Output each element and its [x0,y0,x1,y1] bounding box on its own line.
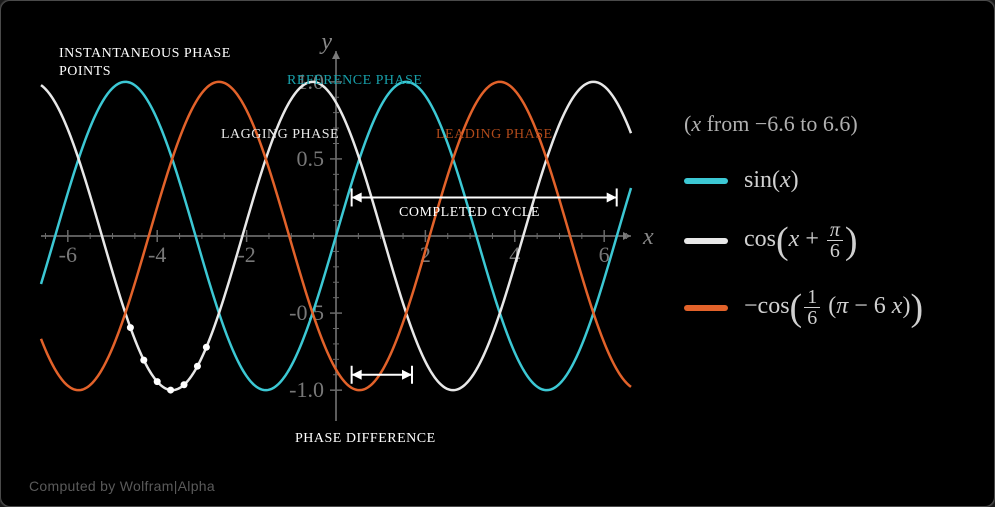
legend-row-2: −cos(16 (π − 6 x)) [684,287,964,328]
legend-label-2: −cos(16 (π − 6 x)) [744,287,923,328]
label-instantaneous: INSTANTANEOUS PHASE POINTS [59,45,239,80]
label-phase-difference: PHASE DIFFERENCE [295,431,436,447]
legend-label-0: sin(x) [744,167,799,194]
legend-swatch-2 [684,305,728,311]
svg-text:x: x [642,224,654,250]
svg-text:-1.0: -1.0 [289,377,324,402]
legend: (x from −6.6 to 6.6) sin(x) cos(x + π6) −c… [684,111,964,354]
svg-text:-0.5: -0.5 [289,300,324,325]
legend-row-0: sin(x) [684,167,964,194]
label-lagging: LAGGING PHASE [221,127,339,143]
legend-row-1: cos(x + π6) [684,220,964,261]
chart-card: xy-6-4-22460.51.0-0.5-1.0 INSTANTANEOUS … [0,0,995,507]
legend-domain-range: from −6.6 to 6.6 [707,111,851,136]
attribution: Computed by Wolfram|Alpha [29,478,215,494]
legend-domain-text: (x from −6.6 to 6.6) [684,111,964,137]
label-reference: REFERENCE PHASE [287,73,422,89]
legend-rows: sin(x) cos(x + π6) −cos(16 (π − 6 x)) [684,167,964,328]
svg-text:-6: -6 [59,242,77,267]
label-leading: LEADING PHASE [436,127,553,143]
svg-text:0.5: 0.5 [297,146,325,171]
plot-area: xy-6-4-22460.51.0-0.5-1.0 [21,31,661,451]
plot-svg: xy-6-4-22460.51.0-0.5-1.0 [21,31,661,451]
label-completed-cycle: COMPLETED CYCLE [399,205,540,221]
legend-swatch-1 [684,238,728,244]
legend-swatch-0 [684,178,728,184]
svg-text:y: y [319,31,332,55]
svg-text:-4: -4 [148,242,166,267]
legend-label-1: cos(x + π6) [744,220,858,261]
